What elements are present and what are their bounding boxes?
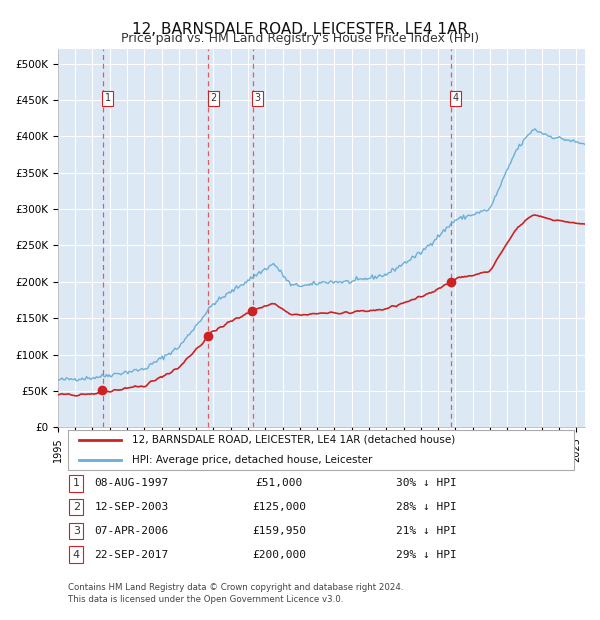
FancyBboxPatch shape <box>68 430 574 471</box>
Text: 30% ↓ HPI: 30% ↓ HPI <box>397 478 457 488</box>
Text: 2: 2 <box>73 502 80 512</box>
Text: 4: 4 <box>73 550 80 560</box>
Text: 3: 3 <box>73 526 80 536</box>
Text: 1: 1 <box>104 93 110 104</box>
Text: Contains HM Land Registry data © Crown copyright and database right 2024.: Contains HM Land Registry data © Crown c… <box>68 583 404 592</box>
Text: 22-SEP-2017: 22-SEP-2017 <box>95 550 169 560</box>
Text: 08-AUG-1997: 08-AUG-1997 <box>95 478 169 488</box>
Text: £51,000: £51,000 <box>256 478 303 488</box>
Text: 12, BARNSDALE ROAD, LEICESTER, LE4 1AR (detached house): 12, BARNSDALE ROAD, LEICESTER, LE4 1AR (… <box>131 435 455 445</box>
Text: 3: 3 <box>254 93 260 104</box>
Text: 29% ↓ HPI: 29% ↓ HPI <box>397 550 457 560</box>
Text: Price paid vs. HM Land Registry's House Price Index (HPI): Price paid vs. HM Land Registry's House … <box>121 32 479 45</box>
Text: 07-APR-2006: 07-APR-2006 <box>95 526 169 536</box>
Text: This data is licensed under the Open Government Licence v3.0.: This data is licensed under the Open Gov… <box>68 595 344 604</box>
Text: 12-SEP-2003: 12-SEP-2003 <box>95 502 169 512</box>
Text: 28% ↓ HPI: 28% ↓ HPI <box>397 502 457 512</box>
Text: 1: 1 <box>73 478 80 488</box>
Text: 4: 4 <box>452 93 458 104</box>
Text: 12, BARNSDALE ROAD, LEICESTER, LE4 1AR: 12, BARNSDALE ROAD, LEICESTER, LE4 1AR <box>132 22 468 37</box>
Text: 21% ↓ HPI: 21% ↓ HPI <box>397 526 457 536</box>
Text: HPI: Average price, detached house, Leicester: HPI: Average price, detached house, Leic… <box>131 455 372 465</box>
Text: £159,950: £159,950 <box>252 526 306 536</box>
Text: £200,000: £200,000 <box>252 550 306 560</box>
Text: 2: 2 <box>210 93 216 104</box>
Text: £125,000: £125,000 <box>252 502 306 512</box>
